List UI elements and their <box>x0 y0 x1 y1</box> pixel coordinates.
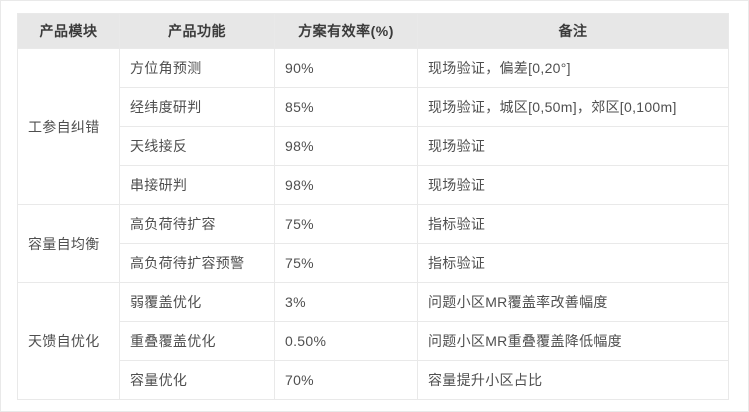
note-cell: 现场验证 <box>417 165 729 205</box>
note-cell: 指标验证 <box>417 243 729 283</box>
function-cell: 高负荷待扩容 <box>119 204 275 244</box>
note-cell: 现场验证 <box>417 126 729 166</box>
note-cell: 问题小区MR重叠覆盖降低幅度 <box>417 321 729 361</box>
table-row: 高负荷待扩容预警 75% 指标验证 <box>18 243 729 283</box>
table-row: 容量优化 70% 容量提升小区占比 <box>18 360 729 400</box>
function-cell: 弱覆盖优化 <box>119 282 275 322</box>
function-cell: 容量优化 <box>119 360 275 400</box>
note-cell: 容量提升小区占比 <box>417 360 729 400</box>
col-header-effectiveness-rate: 方案有效率(%) <box>274 13 418 49</box>
module-cell: 容量自均衡 <box>17 204 120 283</box>
table-row: 工参自纠错 方位角预测 90% 现场验证，偏差[0,20°] <box>17 48 729 205</box>
module-cell: 天馈自优化 <box>17 282 120 400</box>
col-header-product-function: 产品功能 <box>119 13 275 49</box>
function-cell: 高负荷待扩容预警 <box>119 243 275 283</box>
rate-cell: 98% <box>274 165 418 205</box>
col-header-product-module: 产品模块 <box>17 13 120 49</box>
rate-cell: 90% <box>274 48 418 88</box>
header-row: 产品模块 产品功能 方案有效率(%) 备注 <box>17 13 729 49</box>
table-row: 天馈自优化 弱覆盖优化 3% 问题小区MR覆盖率改善幅度 <box>17 282 729 400</box>
rate-cell: 0.50% <box>274 321 418 361</box>
rate-cell: 75% <box>274 204 418 244</box>
col-header-remarks: 备注 <box>417 13 729 49</box>
rate-cell: 70% <box>274 360 418 400</box>
module-cell: 工参自纠错 <box>17 48 120 205</box>
function-cell: 经纬度研判 <box>119 87 275 127</box>
table-row: 容量自均衡 高负荷待扩容 75% 指标验证 <box>17 204 729 283</box>
table-row: 重叠覆盖优化 0.50% 问题小区MR重叠覆盖降低幅度 <box>18 321 729 361</box>
note-cell: 现场验证，城区[0,50m]，郊区[0,100m] <box>417 87 729 127</box>
rate-cell: 3% <box>274 282 418 322</box>
note-cell: 问题小区MR覆盖率改善幅度 <box>417 282 729 322</box>
function-cell: 方位角预测 <box>119 48 275 88</box>
note-cell: 指标验证 <box>417 204 729 244</box>
rate-cell: 98% <box>274 126 418 166</box>
note-cell: 现场验证，偏差[0,20°] <box>417 48 729 88</box>
function-cell: 重叠覆盖优化 <box>119 321 275 361</box>
product-effectiveness-table: 产品模块 产品功能 方案有效率(%) 备注 工参自纠错 方位角预测 90% 现场… <box>17 13 729 400</box>
function-cell: 串接研判 <box>119 165 275 205</box>
function-cell: 天线接反 <box>119 126 275 166</box>
rate-cell: 75% <box>274 243 418 283</box>
table-row: 串接研判 98% 现场验证 <box>18 165 729 205</box>
rate-cell: 85% <box>274 87 418 127</box>
table-row: 天线接反 98% 现场验证 <box>18 126 729 166</box>
table-row: 经纬度研判 85% 现场验证，城区[0,50m]，郊区[0,100m] <box>18 87 729 127</box>
